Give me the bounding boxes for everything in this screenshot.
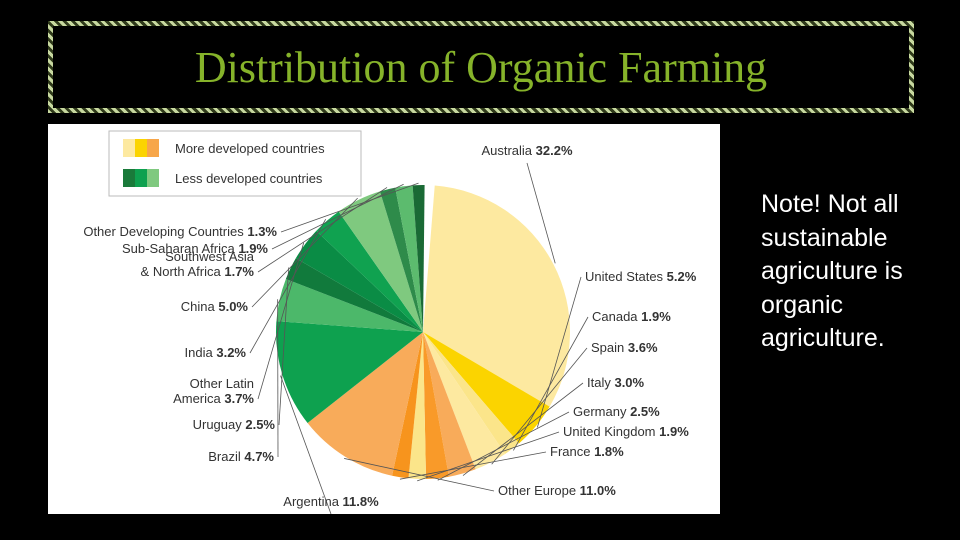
chart-panel: More developed countries Less developed c…	[48, 124, 720, 515]
slice-label: France 1.8%	[550, 444, 624, 459]
pie-slice-germany	[423, 332, 449, 479]
leader-line	[278, 267, 290, 426]
slice-label: Sub-Saharan Africa 1.9%	[122, 241, 268, 256]
pie-slice-spain	[423, 332, 506, 470]
leader-line	[536, 276, 582, 428]
pie-slice-other-europe	[307, 332, 423, 476]
slice-label: United States 5.2%	[585, 269, 697, 284]
leader-line	[251, 197, 358, 308]
slice-label: Other Europe 11.0%	[498, 483, 616, 498]
pie-labels: Australia 32.2% United States 5.2% Canada …	[83, 143, 697, 515]
pie-slice-australia	[423, 185, 570, 407]
leader-line	[257, 242, 305, 400]
pie-slice-united-states	[423, 332, 550, 444]
leader-line	[491, 347, 588, 465]
legend-label: Less developed countries	[175, 171, 323, 186]
pie-slice-argentina	[276, 321, 423, 424]
pie-slice-france	[392, 332, 423, 479]
legend-swatch	[123, 169, 135, 187]
pie-slice-other-latin-america	[295, 230, 423, 332]
legend-swatch	[123, 139, 135, 157]
slice-label: India 3.2%	[185, 345, 247, 360]
slice-label: Italy 3.0%	[587, 375, 645, 390]
legend-swatch	[147, 169, 159, 187]
note-text: Note! Not all sustainable agriculture is…	[761, 190, 903, 352]
slice-label: Germany 2.5%	[573, 404, 660, 419]
pie-slice-india	[316, 211, 423, 332]
pie-slice-southwest-asia-north-africa	[379, 187, 423, 332]
legend-swatch	[135, 169, 147, 187]
pie-slice-china	[338, 191, 423, 332]
leader-line	[399, 451, 547, 480]
leader-line	[280, 375, 332, 515]
leader-line	[462, 382, 584, 476]
slice-label: Brazil 4.7%	[208, 449, 274, 464]
slice-label: Other Developing Countries 1.3%	[83, 224, 277, 239]
pie-slices	[276, 185, 570, 479]
pie-slice-united-kingdom	[408, 332, 427, 479]
slice-label: China 5.0%	[181, 299, 249, 314]
leader-line	[271, 183, 404, 250]
legend-swatch	[147, 139, 159, 157]
pie-slice-brazil	[276, 278, 423, 332]
pie-slice-uruguay	[285, 258, 423, 332]
legend-label: More developed countries	[175, 141, 325, 156]
slice-label: Canada 1.9%	[592, 309, 671, 324]
slice-label: Uruguay 2.5%	[193, 417, 276, 432]
legend-swatch	[135, 139, 147, 157]
slice-label: United Kingdom 1.9%	[563, 424, 689, 439]
slice-label: Spain 3.6%	[591, 340, 658, 355]
leader-line	[344, 458, 495, 492]
leader-line	[249, 218, 327, 354]
legend: More developed countries Less developed c…	[123, 139, 325, 187]
slice-label: Southwest Asia & North Africa 1.7%	[141, 249, 255, 279]
slice-label: Other Latin America 3.7%	[173, 376, 254, 406]
leader-line	[513, 316, 589, 451]
leader-line	[280, 182, 419, 233]
leader-line	[417, 431, 560, 482]
slice-label: Argentina 11.8%	[283, 494, 379, 509]
slide-title: Distribution of Organic Farming	[194, 42, 768, 92]
pie-slice-other-developing-countries	[412, 185, 425, 332]
pie-chart: More developed countries Less developed c…	[83, 130, 697, 515]
slice-label: Australia 32.2%	[481, 143, 573, 158]
leader-line	[526, 162, 556, 264]
pie-slice-canada	[423, 332, 520, 454]
pie-slice-italy	[423, 332, 476, 477]
title-banner: Distribution of Organic Farming	[48, 21, 914, 113]
pie-slice-sub-saharan-africa	[395, 185, 423, 332]
leader-line	[437, 411, 570, 481]
